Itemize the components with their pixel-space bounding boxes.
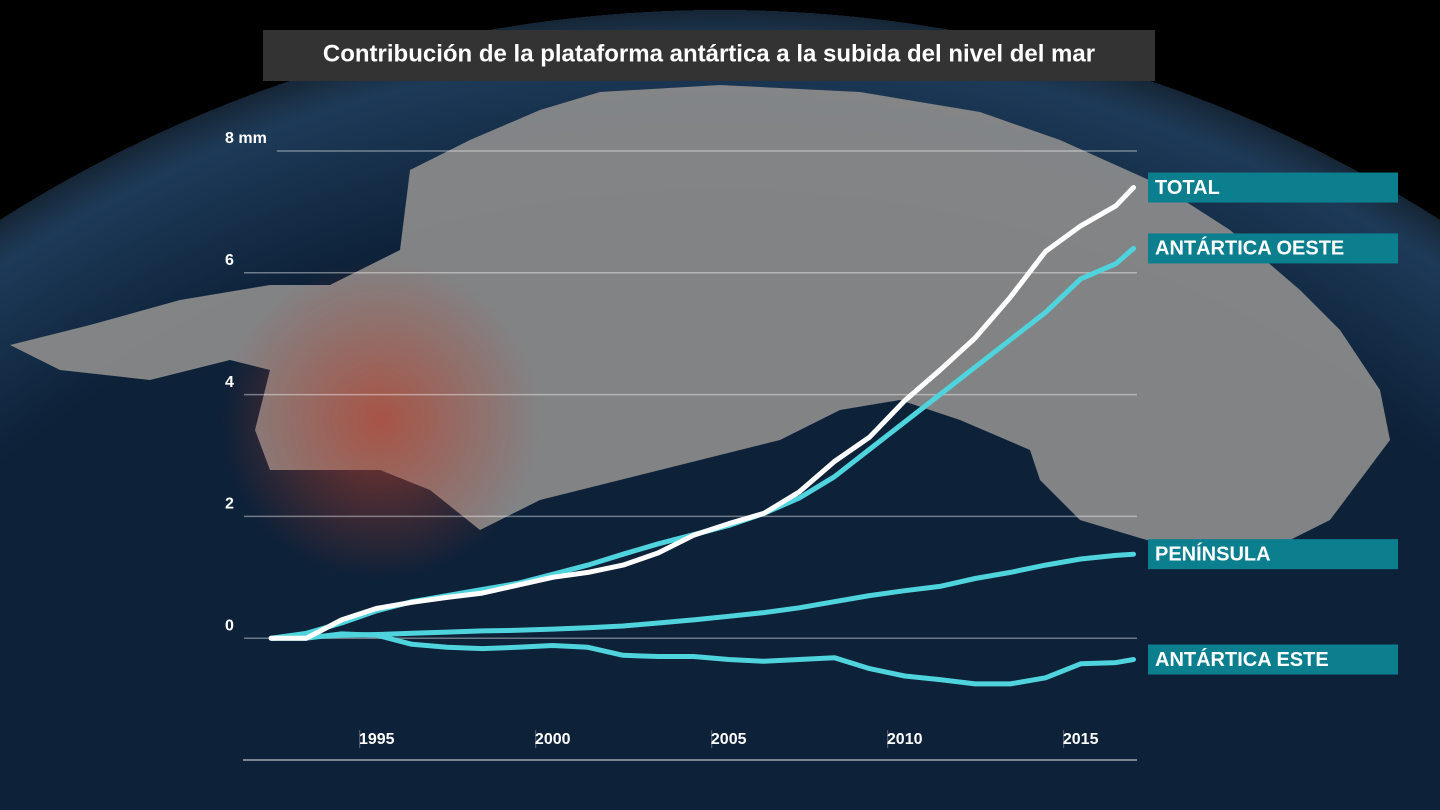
legend-box xyxy=(1148,644,1398,675)
chart-title: Contribución de la plataforma antártica … xyxy=(323,40,1095,67)
legend-box xyxy=(1148,233,1398,264)
y-tick-label: 4 xyxy=(225,374,234,391)
series-line xyxy=(268,551,1136,641)
x-tick-label: 2015 xyxy=(1063,731,1099,748)
labels: ANTÁRTICA ESTE PENÍNSULA ANTÁRTICA OESTE TO… xyxy=(1148,172,1398,675)
legend-label: TOTAL xyxy=(1155,177,1220,199)
x-tick-label: 2010 xyxy=(887,731,923,748)
x-tick-label: 2000 xyxy=(535,731,571,748)
title-box xyxy=(263,30,1155,81)
legend-box xyxy=(1148,172,1398,203)
y-tick-label: 8 mm xyxy=(225,130,267,147)
y-tick-label: 6 xyxy=(225,252,234,269)
legend-label: PENÍNSULA xyxy=(1155,542,1271,565)
lines xyxy=(268,185,1136,687)
x-tick-label: 2005 xyxy=(711,731,747,748)
series-line xyxy=(268,185,1136,641)
grid: 0 2 4 6 8 mm 1995 2000 2005 2010 2015 xyxy=(225,130,1137,748)
legend-box xyxy=(1148,539,1398,570)
y-tick-label: 0 xyxy=(225,617,234,634)
y-tick-label: 2 xyxy=(225,496,234,513)
x-tick-label: 1995 xyxy=(359,731,395,748)
series-line xyxy=(268,631,1136,687)
legend-label: ANTÁRTICA OESTE xyxy=(1155,237,1344,260)
legend-label: ANTÁRTICA ESTE xyxy=(1155,648,1329,671)
